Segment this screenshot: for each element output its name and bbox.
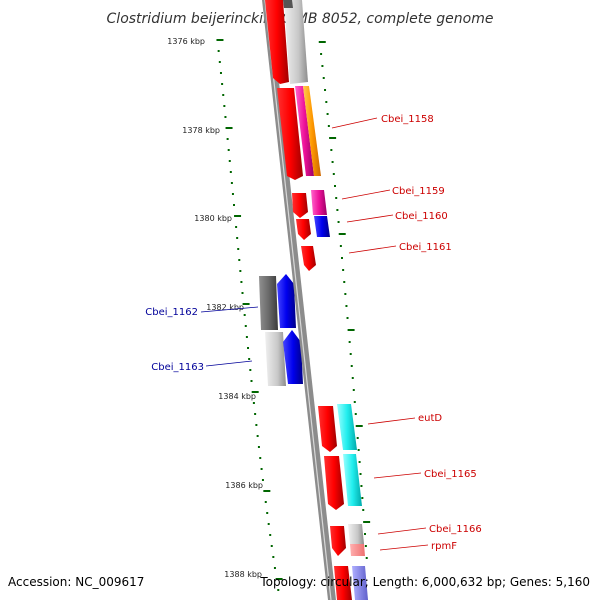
- label-cbei-1165[interactable]: Cbei_1165: [424, 469, 477, 480]
- gene-cbei-1165-cyan[interactable]: [343, 454, 362, 506]
- tick-labels: 1376 kbp 1378 kbp 1380 kbp 1382 kbp 1384…: [167, 37, 263, 579]
- tick-ruler: [216, 39, 283, 591]
- forward-strand-track: [265, 0, 368, 600]
- gene-cbei-1161[interactable]: [301, 246, 316, 271]
- gene-labels: Cbei_1158 Cbei_1159 Cbei_1160 Cbei_1161 …: [145, 114, 481, 552]
- tick-label-1382: 1382 kbp: [206, 303, 244, 312]
- gene-cbei-1162-cds[interactable]: [277, 274, 296, 328]
- gene-cbei-1166-red[interactable]: [330, 526, 346, 556]
- gene-cbei-1159-red[interactable]: [292, 193, 308, 218]
- label-cbei-1160[interactable]: Cbei_1160: [395, 211, 448, 222]
- tick-label-1380: 1380 kbp: [194, 214, 232, 223]
- gene-cbei-1163-cds[interactable]: [283, 330, 303, 384]
- label-cbei-1163[interactable]: Cbei_1163: [151, 362, 204, 373]
- label-cbei-1161[interactable]: Cbei_1161: [399, 242, 452, 253]
- label-cbei-1159[interactable]: Cbei_1159: [392, 186, 445, 197]
- gene-eutd-cyan[interactable]: [337, 404, 357, 450]
- tick-label-1384: 1384 kbp: [218, 392, 256, 401]
- label-cbei-1166[interactable]: Cbei_1166: [429, 524, 482, 535]
- gene-eutd-red[interactable]: [318, 406, 337, 452]
- gene-cbei-1160-blue[interactable]: [314, 216, 330, 237]
- reverse-strand-track: [259, 274, 303, 386]
- gene-cbei-1158-magenta[interactable]: [295, 86, 314, 176]
- gene-label-leaders: [200, 117, 429, 551]
- gene-bottom-red[interactable]: [334, 566, 352, 600]
- tick-label-1376: 1376 kbp: [167, 37, 205, 46]
- gene-cbei-1165-red[interactable]: [324, 456, 344, 510]
- tick-label-1378: 1378 kbp: [182, 126, 220, 135]
- gene-cbei-1158-red[interactable]: [277, 88, 303, 180]
- label-eutd[interactable]: eutD: [418, 413, 442, 424]
- label-cbei-1162[interactable]: Cbei_1162: [145, 307, 198, 318]
- genome-summary-text: Topology: circular; Length: 6,000,632 bp…: [259, 575, 590, 589]
- label-cbei-1158[interactable]: Cbei_1158: [381, 114, 434, 125]
- gene-cbei-1159-magenta[interactable]: [311, 190, 327, 215]
- outer-tick-ring: [318, 41, 371, 559]
- gene-cbei-1166-gray[interactable]: [348, 524, 364, 544]
- gene-cbei-1160-red[interactable]: [296, 219, 311, 240]
- tick-label-1388: 1388 kbp: [224, 570, 262, 579]
- gene-top-gray[interactable]: [284, 0, 308, 84]
- gene-bottom-violet[interactable]: [352, 566, 368, 600]
- accession-text: Accession: NC_009617: [8, 575, 144, 589]
- label-rpmf[interactable]: rpmF: [431, 541, 457, 552]
- gene-top-red[interactable]: [265, 0, 289, 84]
- gene-cbei-1162-arrow[interactable]: [259, 276, 278, 330]
- genome-backbone: [262, 0, 336, 600]
- gene-cbei-1163-arrow[interactable]: [265, 332, 286, 386]
- gene-cbei-1158-orange[interactable]: [303, 86, 321, 176]
- gene-rpmf-pink[interactable]: [350, 544, 365, 556]
- tick-label-1386: 1386 kbp: [225, 481, 263, 490]
